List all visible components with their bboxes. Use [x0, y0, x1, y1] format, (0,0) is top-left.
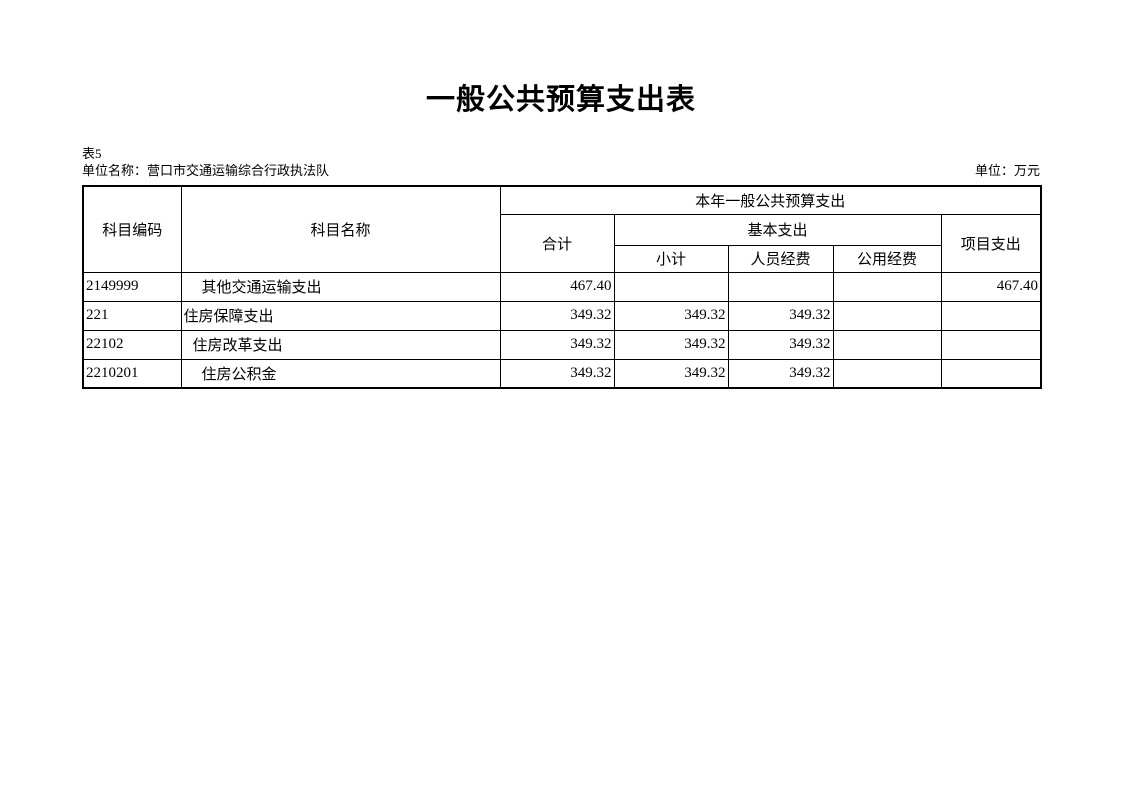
subject-code-cell: 22102 [82, 329, 182, 360]
table-row: 2210201 住房公积金 349.32 349.32 349.32 [82, 358, 1042, 389]
public-funds-cell [832, 358, 942, 389]
page-title: 一般公共预算支出表 [425, 84, 696, 116]
header-subject-name: 科目名称 [180, 185, 501, 273]
header-subtotal: 小计 [613, 244, 729, 273]
header-public-funds: 公用经费 [832, 244, 942, 273]
header-current-year-budget: 本年一般公共预算支出 [499, 185, 1042, 215]
public-funds-cell [832, 300, 942, 331]
table-meta: 表5 单位名称：营口市交通运输综合行政执法队 单位：万元 [82, 146, 1040, 179]
total-cell: 467.40 [499, 271, 615, 302]
total-cell: 349.32 [499, 300, 615, 331]
project-expenditure-cell: 467.40 [940, 271, 1042, 302]
unit-name-label: 单位名称：营口市交通运输综合行政执法队 [82, 163, 330, 178]
subtotal-cell: 349.32 [613, 300, 729, 331]
table-row: 2149999 其他交通运输支出 467.40 467.40 [82, 271, 1042, 302]
project-expenditure-cell [940, 358, 1042, 389]
subject-name-cell: 其他交通运输支出 [180, 271, 501, 302]
total-cell: 349.32 [499, 329, 615, 360]
header-basic-expenditure: 基本支出 [613, 213, 942, 246]
project-expenditure-cell [940, 300, 1042, 331]
table-row: 22102 住房改革支出 349.32 349.32 349.32 [82, 329, 1042, 360]
subtotal-cell: 349.32 [613, 358, 729, 389]
subject-code-cell: 221 [82, 300, 182, 331]
total-cell: 349.32 [499, 358, 615, 389]
personnel-funds-cell: 349.32 [727, 358, 834, 389]
subtotal-cell: 349.32 [613, 329, 729, 360]
subject-name-cell: 住房改革支出 [180, 329, 501, 360]
table-number-label: 表5 [82, 146, 102, 161]
table-body: 2149999 其他交通运输支出 467.40 467.40 221 住房保障支出 349.… [82, 271, 1042, 389]
table-row: 221 住房保障支出 349.32 349.32 349.32 [82, 300, 1042, 331]
personnel-funds-cell: 349.32 [727, 329, 834, 360]
subtotal-cell [613, 271, 729, 302]
subject-code-cell: 2149999 [82, 271, 182, 302]
header-project-expenditure: 项目支出 [940, 213, 1042, 273]
subject-name-cell: 住房公积金 [180, 358, 501, 389]
budget-table: 科目编码 科目名称 本年一般公共预算支出 合计 基本支出 项目支出 小计 人员经… [82, 185, 1043, 389]
header-subject-code: 科目编码 [82, 185, 182, 273]
subject-code-cell: 2210201 [82, 358, 182, 389]
subject-name-cell: 住房保障支出 [180, 300, 501, 331]
public-funds-cell [832, 329, 942, 360]
personnel-funds-cell: 349.32 [727, 300, 834, 331]
project-expenditure-cell [940, 329, 1042, 360]
header-personnel-funds: 人员经费 [727, 244, 834, 273]
header-total: 合计 [499, 213, 615, 273]
public-funds-cell [832, 271, 942, 302]
personnel-funds-cell [727, 271, 834, 302]
unit-of-measure-label: 单位：万元 [974, 163, 1040, 178]
